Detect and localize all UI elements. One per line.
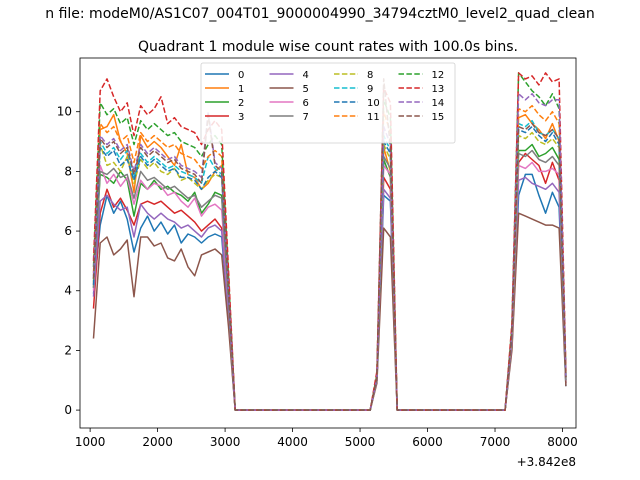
x-offset-label: +3.842e8 xyxy=(517,455,576,469)
x-tick-label: 6000 xyxy=(412,435,443,449)
figure-title: n file: modeM0/AS1C07_004T01_9000004990_… xyxy=(45,6,594,22)
legend-label-15: 15 xyxy=(432,112,445,123)
legend-label-4: 4 xyxy=(303,70,309,81)
plot-frame xyxy=(79,57,577,429)
legend-label-10: 10 xyxy=(367,98,380,109)
legend-label-6: 6 xyxy=(303,98,309,109)
legend-label-7: 7 xyxy=(303,112,309,123)
x-tick-label: 2000 xyxy=(142,435,173,449)
chart-title: Quadrant 1 module wise count rates with … xyxy=(138,39,518,55)
legend-label-1: 1 xyxy=(238,84,244,95)
legend-label-0: 0 xyxy=(238,70,244,81)
legend-label-12: 12 xyxy=(432,70,445,81)
legend-label-14: 14 xyxy=(432,98,445,109)
series-line-15 xyxy=(92,78,567,411)
x-tick-label: 4000 xyxy=(277,435,308,449)
legend-label-5: 5 xyxy=(303,84,309,95)
y-tick-label: 0 xyxy=(64,403,72,417)
legend-label-11: 11 xyxy=(367,112,380,123)
y-tick-label: 2 xyxy=(64,343,72,357)
legend-label-8: 8 xyxy=(367,70,373,81)
series-line-9 xyxy=(92,119,567,411)
y-tick-label: 4 xyxy=(64,284,72,298)
y-tick-label: 10 xyxy=(57,105,72,119)
series-line-8 xyxy=(92,131,567,411)
y-tick-label: 8 xyxy=(64,164,72,178)
legend-label-13: 13 xyxy=(432,84,445,95)
x-tick-label: 7000 xyxy=(480,435,511,449)
legend-frame xyxy=(200,62,456,144)
legend-label-2: 2 xyxy=(238,98,244,109)
y-tick-label: 6 xyxy=(64,224,72,238)
x-tick-label: 5000 xyxy=(345,435,376,449)
legend-label-9: 9 xyxy=(367,84,373,95)
axis-layer: 1000 2000 3000 4000 5000 6000 7000 8000 0 2 4 6 8 10 xyxy=(57,105,578,449)
series-layer xyxy=(92,72,567,411)
series-line-13 xyxy=(92,72,567,411)
x-tick-label: 8000 xyxy=(547,435,578,449)
legend-label-3: 3 xyxy=(238,112,244,123)
x-tick-label: 1000 xyxy=(75,435,106,449)
x-tick-label: 3000 xyxy=(210,435,241,449)
